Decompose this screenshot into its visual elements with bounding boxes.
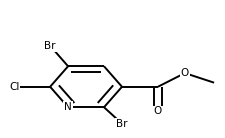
Text: N: N <box>64 102 72 112</box>
Text: O: O <box>180 68 188 78</box>
Text: Br: Br <box>44 41 56 51</box>
Text: O: O <box>153 106 161 116</box>
Text: Br: Br <box>116 119 127 129</box>
Text: Cl: Cl <box>9 82 19 92</box>
